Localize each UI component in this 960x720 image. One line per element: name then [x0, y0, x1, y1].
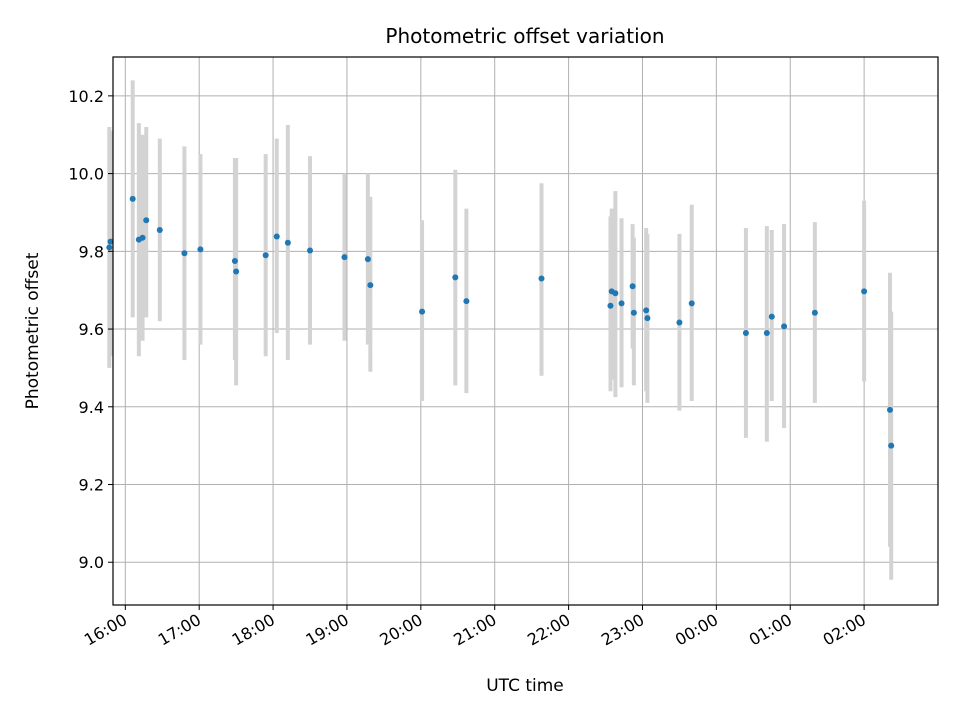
- data-point: [643, 307, 650, 314]
- y-tick-label: 10.0: [68, 165, 104, 184]
- chart-title: Photometric offset variation: [385, 24, 664, 48]
- data-point: [607, 302, 614, 309]
- y-tick-label: 9.2: [79, 476, 104, 495]
- data-point: [630, 309, 637, 316]
- y-axis-title: Photometric offset: [23, 252, 43, 409]
- data-point: [139, 234, 146, 241]
- data-point: [197, 246, 204, 253]
- y-tick-label: 9.8: [79, 242, 104, 261]
- data-point: [644, 315, 651, 322]
- data-point: [364, 256, 371, 263]
- data-point: [452, 274, 459, 281]
- data-point: [307, 247, 314, 254]
- data-point: [419, 308, 426, 315]
- y-tick-label: 9.0: [79, 553, 104, 572]
- data-point: [538, 275, 545, 282]
- y-tick-label: 9.4: [79, 398, 104, 417]
- plot-frame: [112, 56, 939, 606]
- data-point: [742, 329, 749, 336]
- data-point: [629, 283, 636, 290]
- data-point: [618, 300, 625, 307]
- data-point: [341, 254, 348, 261]
- data-point: [143, 217, 150, 224]
- data-point: [273, 233, 280, 240]
- data-point: [612, 290, 619, 297]
- data-point: [231, 258, 238, 265]
- data-point: [861, 288, 868, 295]
- data-point: [156, 226, 163, 233]
- data-point: [233, 268, 240, 275]
- data-point: [107, 238, 114, 245]
- data-point: [181, 250, 188, 257]
- y-tick-label: 9.6: [79, 320, 104, 339]
- data-point: [284, 239, 291, 246]
- x-axis-title: UTC time: [486, 676, 564, 696]
- data-point: [463, 298, 470, 305]
- data-point: [688, 300, 695, 307]
- data-point: [888, 442, 895, 449]
- data-point: [811, 309, 818, 316]
- data-point: [262, 252, 269, 259]
- data-point: [129, 195, 136, 202]
- data-point: [886, 406, 893, 413]
- data-point: [768, 313, 775, 320]
- data-point: [763, 329, 770, 336]
- y-tick-label: 10.2: [68, 87, 104, 106]
- y-axis-ticks: 9.0 9.2 9.4 9.6 9.8 10.0 10.2: [68, 87, 113, 572]
- data-point: [781, 323, 788, 330]
- data-point: [367, 282, 374, 289]
- data-point: [676, 319, 683, 326]
- data-point: [106, 244, 113, 251]
- data-points: [106, 195, 895, 449]
